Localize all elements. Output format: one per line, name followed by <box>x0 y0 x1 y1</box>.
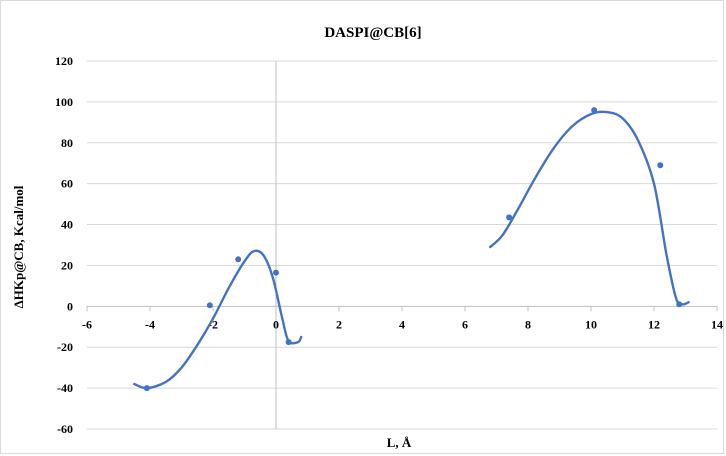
x-tick-label: 14 <box>711 317 723 331</box>
y-tick-labels: -60 -40 -20 0 20 40 60 80 100 120 <box>55 54 73 436</box>
data-point <box>285 339 292 346</box>
trendline <box>133 249 303 390</box>
y-tick-label: -20 <box>57 340 73 354</box>
data-point <box>591 107 598 114</box>
x-tick-label: 6 <box>462 317 468 331</box>
x-tick-label: -6 <box>82 317 92 331</box>
y-tick-label: -40 <box>57 381 73 395</box>
x-tick-label: 4 <box>399 317 405 331</box>
data-point <box>657 162 664 169</box>
x-tick-label: 0 <box>273 317 279 331</box>
x-tick-label: 2 <box>336 317 342 331</box>
data-point <box>273 269 279 276</box>
x-tick-labels: -6 -4 -2 0 2 4 6 8 10 12 14 <box>82 317 723 331</box>
trendline <box>489 110 690 306</box>
trendlines <box>133 110 690 390</box>
y-tick-label: 120 <box>55 54 73 68</box>
x-tick-label: 8 <box>525 317 531 331</box>
x-tick-label: -4 <box>145 317 155 331</box>
data-point <box>506 214 513 221</box>
y-tick-label: 20 <box>61 258 73 272</box>
x-tick-label: -2 <box>208 317 218 331</box>
x-tick-label: 10 <box>585 317 597 331</box>
y-tick-label: 60 <box>61 177 73 191</box>
data-point <box>206 302 213 309</box>
y-tick-label: 80 <box>61 136 73 150</box>
y-tick-label: 0 <box>67 299 73 313</box>
axes <box>86 61 718 429</box>
chart-title: DASPI@CB[6] <box>324 25 421 41</box>
data-point <box>143 385 150 392</box>
gridlines <box>87 60 717 430</box>
y-tick-label: -60 <box>57 422 73 436</box>
y-tick-label: 100 <box>55 95 73 109</box>
data-point <box>235 256 242 263</box>
x-tick-label: 12 <box>648 317 660 331</box>
y-axis-label: ΔHKp@CB, Kcal/mol <box>11 185 26 308</box>
data-point <box>676 301 683 308</box>
data-points <box>143 107 683 392</box>
y-tick-label: 40 <box>61 218 73 232</box>
x-axis-label: L, Å <box>387 435 412 450</box>
